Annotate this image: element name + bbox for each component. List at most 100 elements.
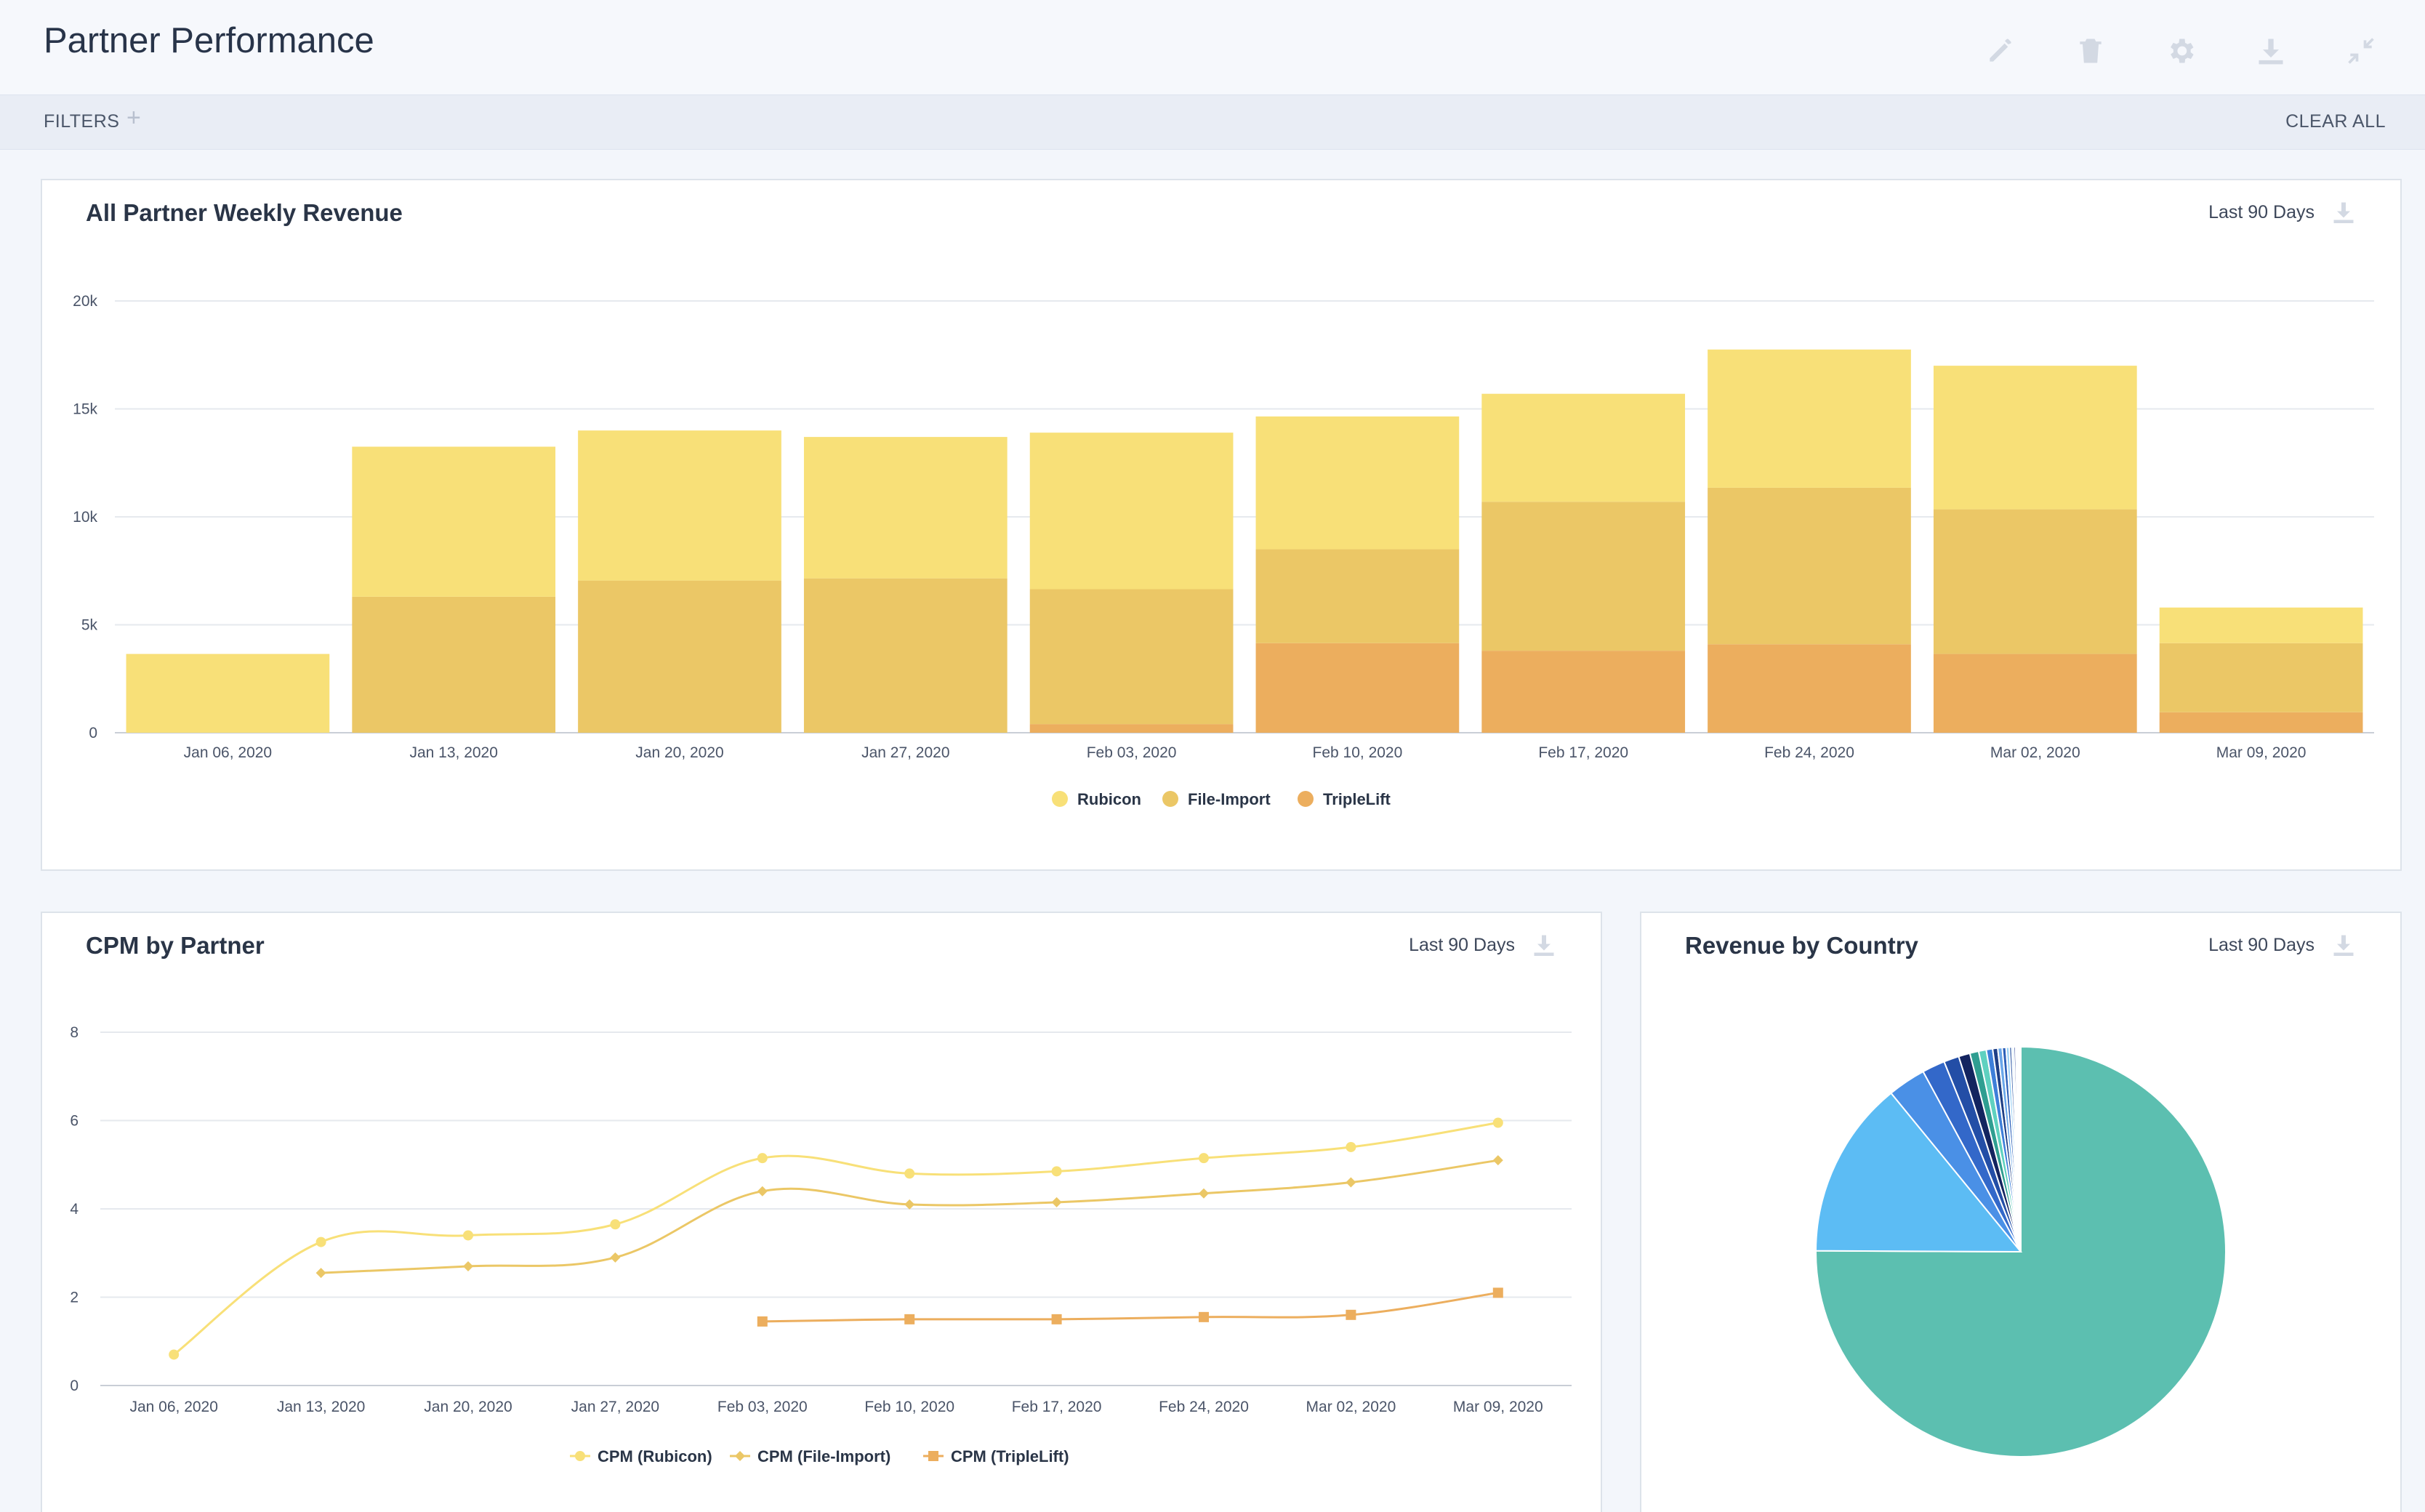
date-range-label[interactable]: Last 90 Days [2208,202,2315,222]
x-tick-label: Feb 24, 2020 [1159,1399,1249,1415]
data-point [169,1349,180,1360]
x-tick-label: Mar 09, 2020 [1453,1399,1543,1415]
date-range-label[interactable]: Last 90 Days [1409,935,1515,955]
cpm-chart: 0 2 4 6 8 Jan 06, 2020 Jan 13, 2020 Jan 20, 202… [70,1024,1572,1465]
panel-title: Revenue by Country [1685,932,1918,959]
download-icon[interactable] [1531,932,1557,958]
legend-label: CPM (File-Import) [757,1447,890,1465]
x-tick-label: Mar 09, 2020 [2216,744,2307,761]
x-tick-label: Jan 27, 2020 [861,744,949,761]
bar-segment [1481,651,1686,733]
bar-segment [803,578,1008,733]
bar-segment [1481,502,1686,651]
data-point [315,1268,326,1279]
data-point [1492,1155,1503,1166]
bar-segment [578,430,781,581]
clear-all-button[interactable]: CLEAR ALL [2285,111,2386,132]
x-tick-label: Mar 02, 2020 [1306,1399,1396,1415]
y-tick-label: 0 [70,1378,79,1394]
data-point [904,1314,915,1324]
download-icon[interactable] [2251,31,2291,71]
data-point [463,1260,473,1271]
x-tick-label: Jan 20, 2020 [424,1399,512,1415]
x-tick-label: Jan 13, 2020 [409,744,497,761]
bar-segment [1708,644,1911,733]
data-point [610,1219,621,1230]
bar-segment [1255,643,1460,733]
data-point [463,1230,473,1241]
weekly-revenue-chart: 0 5k 10k 15k 20k Jan 06, 2020 Jan 13, 2020 Jan … [73,293,2374,808]
data-point [757,1153,768,1164]
data-point [735,1451,745,1461]
country-pie-chart [1814,1045,2227,1457]
weekly-revenue-panel: All Partner Weekly Revenue Last 90 Days … [41,179,2402,871]
legend-swatch [1162,791,1178,807]
data-point [1346,1141,1356,1152]
data-point [1492,1287,1503,1298]
legend-label: CPM (TripleLift) [951,1447,1069,1465]
bar-segment [126,654,330,733]
data-point [575,1451,585,1461]
y-tick-label: 10k [73,509,97,526]
data-point [904,1168,915,1179]
bar-segment [1933,366,2137,510]
data-point [757,1186,768,1197]
x-tick-label: Jan 20, 2020 [635,744,723,761]
data-point [1051,1166,1062,1177]
y-tick-label: 20k [73,293,97,310]
data-point [757,1316,768,1327]
header-bar: Partner Performance [0,0,2425,94]
data-point [315,1236,326,1247]
trash-icon[interactable] [2070,31,2111,71]
bar-segment [1933,509,2137,654]
bar-segment [352,446,556,597]
bar-segment [1255,416,1460,550]
x-tick-label: Feb 17, 2020 [1538,744,1628,761]
bar-segment [1708,487,1911,645]
data-point [1346,1177,1356,1188]
add-filter-button[interactable]: + [126,104,141,132]
x-tick-label: Feb 24, 2020 [1764,744,1854,761]
data-point [904,1199,915,1210]
data-point [1492,1117,1503,1128]
cpm-panel: CPM by Partner Last 90 Days 0 2 4 6 8 Jan 06,… [41,912,1602,1512]
bar-segment [1481,393,1686,502]
panel-title: CPM by Partner [86,932,265,959]
data-point [1051,1197,1062,1207]
series-line [173,1122,1499,1356]
data-point [928,1451,938,1461]
date-range-label[interactable]: Last 90 Days [2208,935,2315,955]
x-tick-label: Jan 27, 2020 [571,1399,659,1415]
x-tick-label: Jan 06, 2020 [184,744,272,761]
data-point [1199,1311,1209,1322]
bar-segment [578,580,781,733]
y-tick-label: 0 [89,725,97,741]
series-line [762,1291,1499,1323]
legend-label: File-Import [1188,790,1271,808]
download-icon[interactable] [2331,199,2357,225]
data-point [1199,1153,1209,1164]
data-point [1346,1309,1356,1320]
legend-label: CPM (Rubicon) [598,1447,712,1465]
y-tick-label: 6 [70,1113,79,1130]
filter-bar: FILTERS + CLEAR ALL [0,94,2425,150]
pie-slice [1814,1045,2227,1457]
x-tick-label: Feb 10, 2020 [1313,744,1403,761]
x-tick-label: Feb 03, 2020 [1087,744,1177,761]
download-icon[interactable] [2331,932,2357,958]
y-tick-label: 4 [70,1201,79,1218]
x-tick-label: Jan 13, 2020 [277,1399,365,1415]
x-tick-label: Jan 06, 2020 [129,1399,217,1415]
x-tick-label: Feb 17, 2020 [1012,1399,1102,1415]
pencil-icon[interactable] [1980,31,2021,71]
y-tick-label: 2 [70,1290,79,1306]
data-point [1051,1314,1062,1324]
gear-icon[interactable] [2160,31,2201,71]
country-panel: Revenue by Country Last 90 Days [1640,912,2402,1512]
bar-segment [1933,654,2137,733]
legend-label: Rubicon [1077,790,1141,808]
pie-slice [1814,1092,2023,1253]
bar-segment [1029,589,1234,725]
filters-label[interactable]: FILTERS [44,111,120,132]
collapse-icon[interactable] [2341,31,2381,71]
